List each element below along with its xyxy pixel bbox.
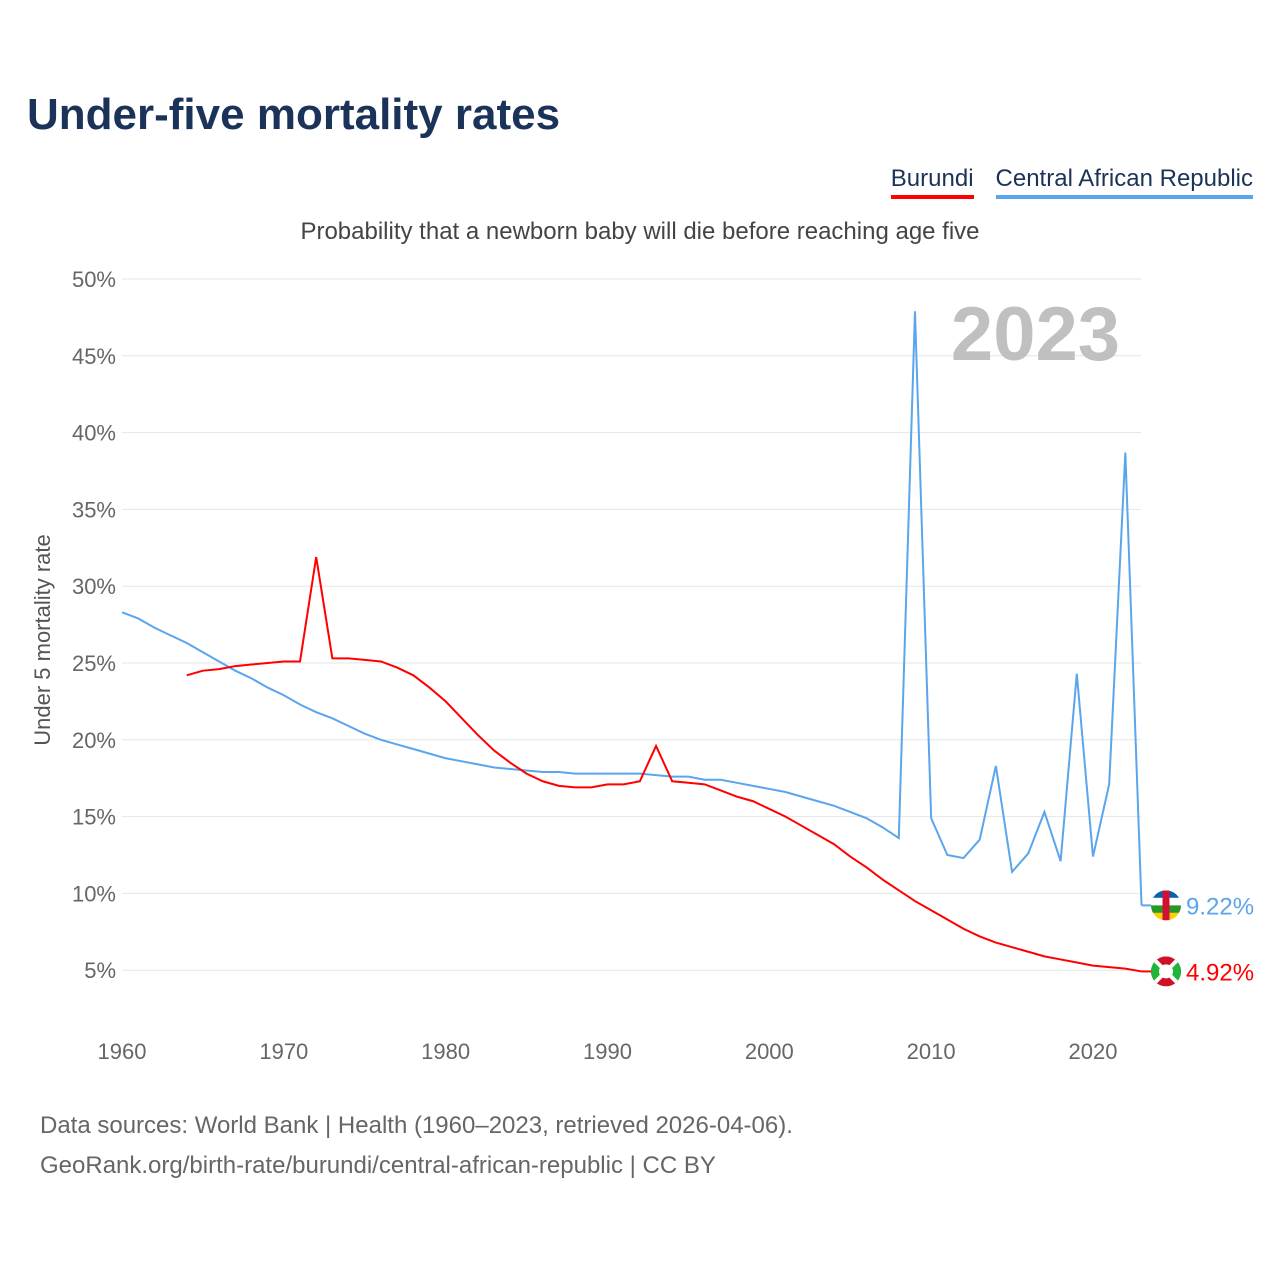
central-african-republic-flag-icon — [1151, 890, 1181, 921]
y-tick-label: 50% — [72, 267, 116, 292]
y-tick-label: 35% — [72, 497, 116, 522]
x-tick-label: 1980 — [421, 1039, 470, 1064]
y-tick-label: 15% — [72, 805, 116, 830]
x-tick-label: 1990 — [583, 1039, 632, 1064]
y-tick-label: 10% — [72, 881, 116, 906]
flag-field — [1151, 956, 1166, 987]
y-tick-label: 5% — [84, 958, 116, 983]
y-tick-label: 45% — [72, 344, 116, 369]
y-tick-label: 20% — [72, 728, 116, 753]
year-watermark: 2023 — [951, 292, 1120, 377]
chart-subtitle: Probability that a newborn baby will die… — [300, 218, 980, 245]
data-source-text: Data sources: World Bank | Health (1960–… — [40, 1112, 793, 1139]
y-tick-label: 30% — [72, 574, 116, 599]
flag-body — [1151, 890, 1181, 921]
x-tick-label: 1970 — [259, 1039, 308, 1064]
flag-stripe — [1162, 890, 1170, 921]
flag-disc — [1159, 964, 1173, 979]
x-tick-label: 2010 — [907, 1039, 956, 1064]
y-tick-label: 25% — [72, 651, 116, 676]
flag-body — [1151, 956, 1181, 987]
y-axis-label: Under 5 mortality rate — [30, 534, 55, 746]
y-tick-label: 40% — [72, 421, 116, 446]
end-value-label: 4.92% — [1186, 959, 1254, 986]
legend-item-central-african-republic[interactable]: Central African Republic — [995, 165, 1253, 199]
x-tick-label: 2020 — [1069, 1039, 1118, 1064]
series-line-burundi — [186, 556, 1142, 973]
legend: Burundi Central African Republic — [890, 165, 1253, 199]
legend-item-burundi[interactable]: Burundi — [890, 165, 974, 199]
x-tick-label: 1960 — [98, 1039, 147, 1064]
end-value-label: 9.22% — [1186, 893, 1254, 920]
burundi-flag-icon — [1151, 956, 1181, 987]
source-url-text[interactable]: GeoRank.org/birth-rate/burundi/central-a… — [40, 1152, 716, 1179]
footer: Data sources: World Bank | Health (1960–… — [40, 1106, 793, 1186]
chart-title: Under-five mortality rates — [27, 90, 561, 139]
series-line-central-african-republic — [121, 311, 1143, 906]
x-tick-label: 2000 — [745, 1039, 794, 1064]
flag-field — [1166, 956, 1181, 987]
